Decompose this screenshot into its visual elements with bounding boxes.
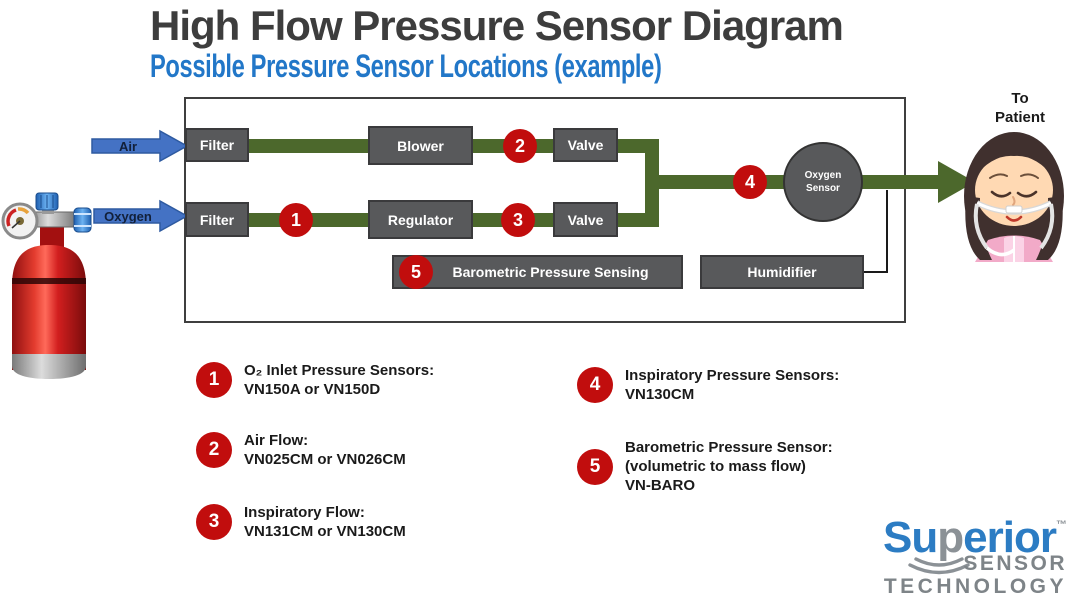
filter-box-oxygen: Filter <box>185 202 249 237</box>
to-patient-label: To Patient <box>968 89 1072 127</box>
patient-illustration <box>964 132 1064 262</box>
marker-1: 1 <box>279 203 313 237</box>
to-patient-arrow <box>938 161 975 203</box>
legend-2-line1: Air Flow: <box>244 432 309 449</box>
page-subtitle: Possible Pressure Sensor Locations (exam… <box>150 48 662 84</box>
brand-logo-part3: erior <box>963 513 1057 562</box>
legend-item-1: 1 O₂ Inlet Pressure Sensors: VN150A or V… <box>196 361 434 399</box>
page-title: High Flow Pressure Sensor Diagram <box>150 2 844 49</box>
regulator-box: Regulator <box>368 200 473 239</box>
blower-box: Blower <box>368 126 473 165</box>
legend-marker-1: 1 <box>196 362 232 398</box>
brand-logo-part1: Su <box>883 513 938 562</box>
logo-line-technology: TECHNOLOGY <box>883 575 1067 598</box>
trademark-symbol: ™ <box>1056 519 1067 531</box>
legend-item-2: 2 Air Flow: VN025CM or VN026CM <box>196 431 406 469</box>
oxygen-flow-arrow <box>93 199 189 233</box>
oxygen-sensor-node: Oxygen Sensor <box>783 142 863 222</box>
oxygen-sensor-label-line2: Sensor <box>806 183 840 194</box>
valve-box-oxygen: Valve <box>553 202 618 237</box>
legend-marker-4: 4 <box>577 367 613 403</box>
legend-marker-2: 2 <box>196 432 232 468</box>
legend-marker-3: 3 <box>196 504 232 540</box>
oxygen-tank-illustration <box>1 192 92 379</box>
inlet-arrows <box>91 129 189 233</box>
to-patient-line2: Patient <box>994 109 1045 126</box>
logo-line-sensor: SENSOR <box>963 552 1067 575</box>
humidifier-connector-line <box>863 190 888 273</box>
marker-2: 2 <box>503 129 537 163</box>
filter-box-air: Filter <box>185 128 249 162</box>
legend-5-line1: Barometric Pressure Sensor: <box>625 439 833 456</box>
oxygen-sensor-label-line1: Oxygen <box>804 170 842 181</box>
valve-box-air: Valve <box>553 128 618 162</box>
legend-1-line1: O₂ Inlet Pressure Sensors: <box>244 362 435 379</box>
marker-3: 3 <box>501 203 535 237</box>
marker-5: 5 <box>399 255 433 289</box>
brand-logo-part2: p <box>937 513 964 562</box>
legend-3-line2: VN131CM or VN130CM <box>244 523 406 540</box>
logo-arc-icon <box>908 557 970 575</box>
marker-4: 4 <box>733 165 767 199</box>
legend-item-5: 5 Barometric Pressure Sensor: (volumetri… <box>577 438 833 495</box>
legend-item-4: 4 Inspiratory Pressure Sensors: VN130CM <box>577 366 839 404</box>
to-patient-line1: To <box>1011 90 1029 107</box>
legend-3-line1: Inspiratory Flow: <box>244 504 365 521</box>
legend-1-line2: VN150A or VN150D <box>244 381 381 398</box>
humidifier-box: Humidifier <box>700 255 864 289</box>
legend-marker-5: 5 <box>577 448 613 485</box>
legend-4-line1: Inspiratory Pressure Sensors: <box>625 367 840 384</box>
legend-4-line2: VN130CM <box>625 386 695 403</box>
air-flow-arrow <box>91 129 189 163</box>
barometric-pressure-box: Barometric Pressure Sensing <box>392 255 683 289</box>
legend-item-3: 3 Inspiratory Flow: VN131CM or VN130CM <box>196 503 406 541</box>
brand-logo: Superior™ <box>883 502 1067 561</box>
air-arrow-label: Air <box>118 139 138 154</box>
legend-5-line2: (volumetric to mass flow) <box>625 458 806 475</box>
legend-2-line2: VN025CM or VN026CM <box>244 451 406 468</box>
legend-5-line3: VN-BARO <box>625 477 695 494</box>
oxygen-arrow-label: Oxygen <box>104 209 152 224</box>
